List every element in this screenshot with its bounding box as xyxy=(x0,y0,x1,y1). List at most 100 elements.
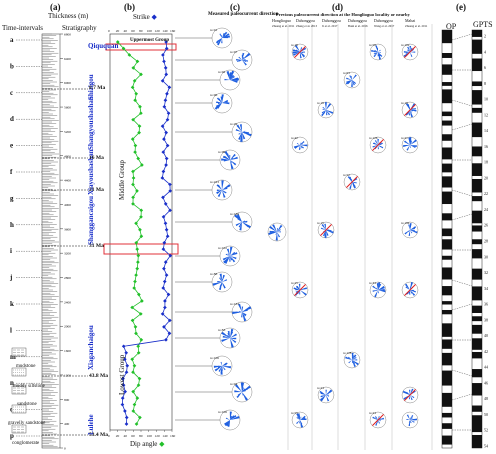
dip-angle-label: Dip angle ◆ xyxy=(130,440,165,448)
thickness-tick-label: 4800 xyxy=(64,154,71,158)
gpts-normal xyxy=(472,338,482,350)
dip-point xyxy=(134,273,138,277)
rose-d-count-6: n=24 xyxy=(317,386,324,390)
rose-d-1-8-petal xyxy=(319,395,326,401)
rose-d-4-8-arrow xyxy=(404,389,416,401)
op-normal xyxy=(442,111,452,117)
rose-d-0-0-petal xyxy=(300,52,302,59)
gpts-normal xyxy=(472,196,482,202)
op-label: OP xyxy=(446,22,457,31)
rose-c-11-petal xyxy=(230,333,237,338)
rose-d-3-6-petal xyxy=(375,287,378,290)
legend-muddy-siltstone: muddy siltstone xyxy=(13,384,45,389)
rose-d-4-9-petal xyxy=(408,420,410,423)
rose-d-0-9-petal xyxy=(296,413,300,420)
group-middle: Middle Group xyxy=(118,160,126,200)
rose-c-13-petal xyxy=(242,392,244,396)
rose-d-2-1-petal xyxy=(352,80,355,86)
dip-point xyxy=(133,150,137,154)
rose-d-3-9-petal xyxy=(374,416,378,420)
rose-c-8-petal xyxy=(222,256,230,261)
rose-c-12-petal xyxy=(220,361,222,366)
rose-d-0-9-petal xyxy=(296,417,300,420)
rose-d-0-3-petal xyxy=(300,141,305,145)
rose-c-1-petal xyxy=(239,60,242,62)
dip-point xyxy=(132,79,137,83)
rose-c-11-petal xyxy=(221,331,230,338)
rose-d-4-3-petal xyxy=(410,141,413,145)
x-tick-label-bottom: 140 xyxy=(162,29,168,33)
rose-c-1-petal xyxy=(242,52,251,60)
dip-point xyxy=(131,182,135,187)
rose-d-4-9-petal xyxy=(406,414,410,420)
interval-letter-j: j xyxy=(9,274,12,282)
rose-c-8-petal xyxy=(229,256,231,262)
rose-c-10-petal xyxy=(242,306,252,312)
rose-d-count-0: n=19 xyxy=(291,43,298,47)
rose-d-4-0 xyxy=(401,43,419,61)
rose-c-1 xyxy=(231,49,253,71)
rose-d-4-0-petal xyxy=(410,51,416,53)
rose-c-12-petal xyxy=(218,366,222,372)
rose-c-11-petal xyxy=(222,335,230,338)
rose-d-count-15: n=10 xyxy=(401,101,408,105)
dip-point xyxy=(131,195,135,200)
rose-c-8-petal xyxy=(226,248,230,256)
correlation-line xyxy=(451,279,473,287)
rose-d-0-3-petal xyxy=(296,143,300,145)
rose-c-5-petal xyxy=(230,160,237,166)
rose-c-6-petal xyxy=(216,190,222,192)
gpts-tick-38: 38 xyxy=(484,317,488,322)
rose-c-12-petal xyxy=(222,362,228,366)
strike-point xyxy=(165,143,170,148)
rose-c-5-petal xyxy=(230,156,238,160)
rose-c-13-petal xyxy=(240,382,244,392)
rose-d-4-2-petal xyxy=(408,107,410,110)
rose-c-5-petal xyxy=(224,150,230,160)
rose-d-2-4-arrow xyxy=(346,176,358,188)
rose-d-4-8 xyxy=(401,386,419,404)
gpts-tick-20: 20 xyxy=(484,175,488,180)
rose-c-0-petal xyxy=(221,38,223,44)
rose-c-2-petal xyxy=(230,70,235,80)
dip-point xyxy=(132,402,137,407)
rose-d-4-8-petal xyxy=(408,389,411,395)
rose-c-12-petal xyxy=(217,366,222,369)
dip-point xyxy=(131,409,136,413)
rose-c-3-petal xyxy=(215,103,222,108)
gpts-normal xyxy=(472,210,482,224)
gpts-tick-54: 54 xyxy=(484,444,488,449)
strike-line xyxy=(122,41,171,425)
rose-c-5-petal xyxy=(226,153,230,160)
dip-point xyxy=(136,156,141,161)
rose-c-4-petal xyxy=(240,132,243,142)
rose-d-0-0-petal xyxy=(294,45,300,52)
thickness-tick-label: 3600 xyxy=(64,227,71,231)
strike-point xyxy=(161,169,166,174)
thickness-tick-label: 2000 xyxy=(64,325,71,329)
rose-d-4-8-petal xyxy=(410,395,415,399)
strike-point xyxy=(162,266,166,271)
rose-d-1-5-petal xyxy=(320,227,326,230)
rose-d-4-2 xyxy=(401,101,419,119)
rose-c-9-petal xyxy=(219,282,222,287)
rose-c-13-petal xyxy=(242,387,248,392)
rose-d-4-8-petal xyxy=(410,395,413,401)
rose-d-2-1-petal xyxy=(349,75,352,80)
rose-c-11-petal xyxy=(230,328,234,338)
highlight-box-mid xyxy=(103,243,179,255)
op-normal xyxy=(442,191,452,205)
dip-point xyxy=(133,279,137,284)
rose-d-1-8-petal xyxy=(326,395,330,397)
interval-letter-n: n xyxy=(10,379,14,387)
thickness-tick-label: 5200 xyxy=(64,130,71,134)
rose-d-4-0-petal xyxy=(408,49,410,52)
strike-point xyxy=(121,376,125,381)
x-tick-label-top: 100 xyxy=(147,434,153,438)
rose-c-13-petal xyxy=(242,388,246,392)
rose-c-1-petal xyxy=(242,60,247,62)
rose-d-count-11: n=126 xyxy=(369,136,378,140)
rose-c-8-petal xyxy=(223,256,230,264)
rose-d-0-6 xyxy=(291,281,309,299)
x-tick-label-top: 140 xyxy=(162,434,168,438)
